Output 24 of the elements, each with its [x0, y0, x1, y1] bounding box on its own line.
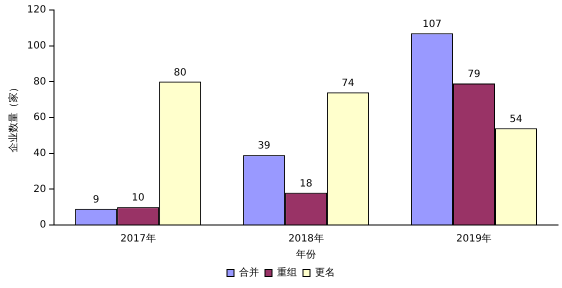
data-label: 10 — [132, 192, 144, 204]
y-tick-label: 40 — [33, 148, 46, 159]
data-label: 79 — [468, 69, 480, 80]
data-label: 39 — [258, 140, 270, 152]
data-label: 9 — [92, 194, 100, 206]
y-tick-label: 100 — [26, 40, 46, 52]
legend-label: 合并 — [239, 266, 259, 279]
x-tick-label: 2019年 — [456, 232, 492, 245]
data-label: 107 — [422, 18, 442, 30]
x-axis-title: 年份 — [296, 248, 316, 261]
data-label: 74 — [342, 78, 354, 90]
y-tick-label: 0 — [40, 220, 46, 231]
y-axis-title: 企业数量（家） — [8, 82, 20, 152]
x-tick-label: 2018年 — [288, 232, 324, 245]
y-tick-label: 80 — [33, 76, 46, 88]
y-tick-label: 120 — [26, 4, 46, 16]
y-tick-label: 60 — [33, 112, 46, 124]
data-label: 18 — [300, 178, 312, 190]
legend-label: 更名 — [315, 266, 335, 279]
data-label: 54 — [510, 114, 522, 125]
x-tick-label: 2017年 — [120, 232, 156, 245]
y-tick-label: 20 — [33, 184, 46, 195]
legend-label: 重组 — [277, 266, 297, 279]
data-label: 80 — [174, 67, 186, 78]
